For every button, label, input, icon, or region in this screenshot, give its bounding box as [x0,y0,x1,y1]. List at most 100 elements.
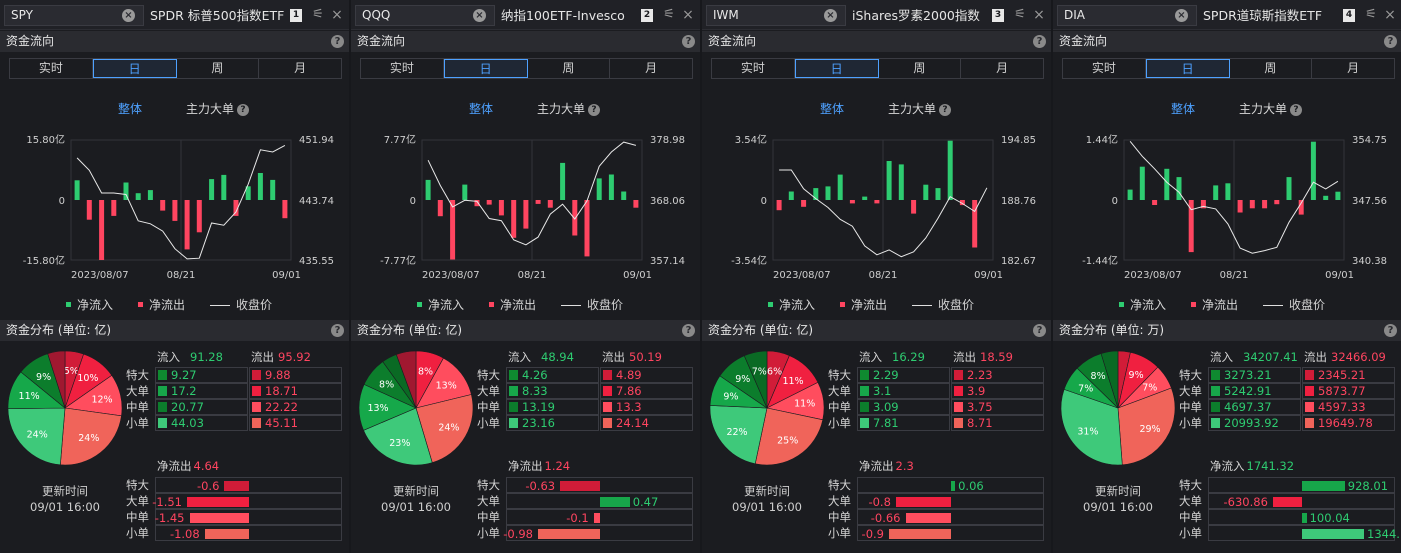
size-row-xl: 特大 9.27 9.88 [126,367,346,383]
tab-realtime[interactable]: 实时 [10,59,93,78]
clear-icon[interactable]: × [1175,9,1188,22]
help-icon[interactable]: ? [331,324,344,337]
inflow-value: 34207.41 [1243,350,1298,364]
tab-day[interactable]: 日 [92,59,177,78]
inflow-cell-value: 5242.91 [1224,384,1272,398]
flow-bar [1139,166,1145,200]
flow-bar [1249,200,1255,209]
flow-bar [233,200,239,216]
inflow-color-box [158,418,167,428]
tab-week[interactable]: 周 [1230,59,1313,78]
inflow-cell: 3.1 [857,383,950,399]
help-icon[interactable]: ? [237,104,250,116]
panel-number-badge: 3 [992,9,1004,22]
close-icon[interactable]: × [682,7,694,23]
flow-bar [1213,185,1219,200]
help-icon[interactable]: ? [682,324,695,337]
net-flow-label: 净流出 [157,459,192,473]
tab-day[interactable]: 日 [1145,59,1230,78]
clear-icon[interactable]: × [473,9,486,22]
inflow-cell-value: 3273.21 [1224,368,1272,382]
help-icon[interactable]: ? [1384,324,1397,337]
size-row-small: 小单 20993.92 19649.78 [1179,415,1399,431]
clear-icon[interactable]: × [824,9,837,22]
pie-slice [743,350,768,409]
settings-icon[interactable]: ⚟ [663,7,675,22]
flow-axis-label: -1.44亿 [1082,254,1118,267]
net-bar [187,497,249,507]
help-icon[interactable]: ? [331,35,344,48]
period-tabs: 实时日周 月 [1062,58,1395,79]
help-icon[interactable]: ? [1290,104,1303,116]
tab-day[interactable]: 日 [443,59,528,78]
outflow-label: 流出 [602,350,625,364]
size-row-small: 小单 44.03 45.11 [126,415,346,431]
dist-suffix: ) [1159,323,1165,337]
flow-bar [849,200,855,204]
stock-panel-iwm: IWM × iShares罗素2000指数 3 ⚟ × 资金流向? 实时日周 月整体 主力大单? 3… [702,0,1051,553]
pie-slice [7,407,66,466]
mode-main-large[interactable]: 主力大单? [1239,101,1303,117]
symbol-input[interactable]: QQQ [355,5,495,26]
close-icon[interactable]: × [1384,7,1396,23]
flow-bar [959,200,965,206]
inflow-swatch [1119,302,1124,307]
tab-month[interactable]: 月 [1347,61,1360,75]
tab-month[interactable]: 月 [645,61,658,75]
help-icon[interactable]: ? [1384,35,1397,48]
inflow-color-box [158,386,167,396]
tab-realtime[interactable]: 实时 [1063,59,1146,78]
net-bar [1302,529,1364,539]
close-icon[interactable]: × [331,7,343,23]
pie-slice-label: 10% [77,373,98,384]
help-icon[interactable]: ? [1033,324,1046,337]
mode-main-large[interactable]: 主力大单? [186,101,250,117]
flow-bar [788,191,794,200]
net-row-large: 大单 -1.51 [126,493,346,509]
tab-realtime[interactable]: 实时 [361,59,444,78]
mode-main-large[interactable]: 主力大单? [888,101,952,117]
help-icon[interactable]: ? [939,104,952,116]
dist-suffix: ) [106,323,112,337]
mode-overall[interactable]: 整体 [1171,102,1196,116]
net-bar-cell: 100.04 [1208,509,1395,525]
chart-legend: 净流入 净流出 收盘价 [351,297,700,313]
outflow-value: 50.19 [629,350,662,364]
outflow-cell-value: 45.11 [265,416,298,430]
mode-overall[interactable]: 整体 [469,102,494,116]
mode-overall[interactable]: 整体 [118,102,143,116]
net-bar [1272,497,1302,507]
tab-week[interactable]: 周 [879,59,962,78]
period-tabs: 实时日周 月 [711,58,1044,79]
tab-month[interactable]: 月 [294,61,307,75]
tab-month[interactable]: 月 [996,61,1009,75]
pie-slice-label: 12% [91,395,112,406]
tab-week[interactable]: 周 [177,59,260,78]
outflow-cell-value: 9.88 [265,368,291,382]
flow-bar [1176,177,1182,200]
mode-overall[interactable]: 整体 [820,102,845,116]
net-bar-value: -0.98 [503,527,533,541]
symbol-input[interactable]: SPY [4,5,144,26]
symbol-input[interactable]: IWM [706,5,846,26]
settings-icon[interactable]: ⚟ [312,7,324,22]
legend-outflow-label: 净流出 [851,298,888,312]
settings-icon[interactable]: ⚟ [1014,7,1026,22]
tab-week[interactable]: 周 [528,59,611,78]
clear-icon[interactable]: × [122,9,135,22]
net-bar-value: -0.9 [861,527,884,541]
help-icon[interactable]: ? [682,35,695,48]
tab-day[interactable]: 日 [794,59,879,78]
pie-slice [1060,388,1123,466]
settings-icon[interactable]: ⚟ [1365,7,1377,22]
outflow-cell: 18.71 [249,383,342,399]
mode-main-large[interactable]: 主力大单? [537,101,601,117]
help-icon[interactable]: ? [1033,35,1046,48]
close-icon[interactable]: × [1033,7,1045,23]
pie-slice-label: 11% [794,399,815,410]
help-icon[interactable]: ? [588,104,601,116]
tab-realtime[interactable]: 实时 [712,59,795,78]
flow-axis-label: -7.77亿 [380,254,416,267]
symbol-input[interactable]: DIA [1057,5,1197,26]
